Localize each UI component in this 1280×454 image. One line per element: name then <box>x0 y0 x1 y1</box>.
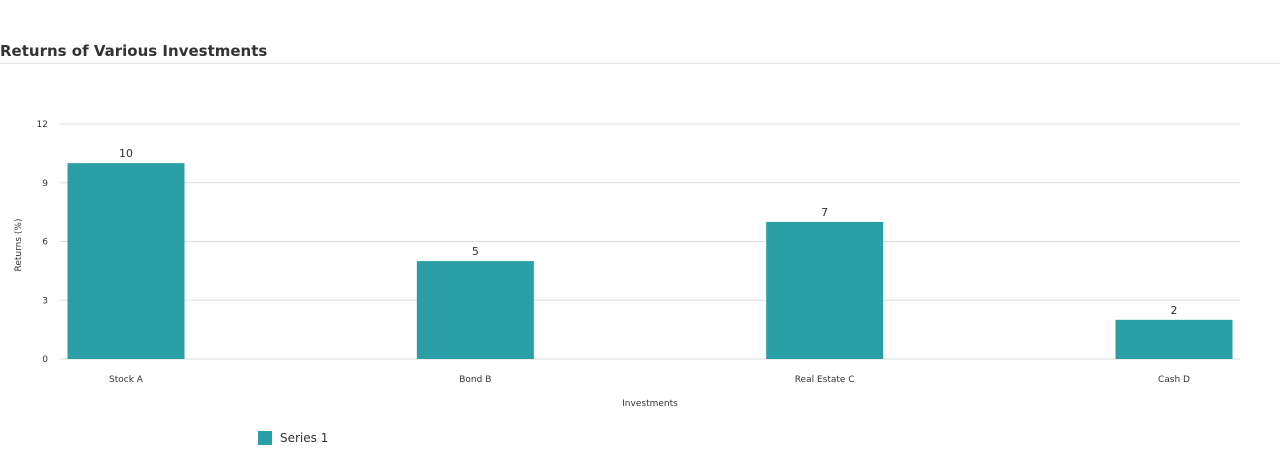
bar <box>1115 319 1233 359</box>
legend[interactable]: Series 1 <box>258 431 328 445</box>
data-label: 10 <box>119 147 133 160</box>
legend-label: Series 1 <box>280 431 329 445</box>
data-label: 7 <box>821 206 828 219</box>
x-tick-label: Cash D <box>1158 375 1190 385</box>
x-tick-label: Stock A <box>109 375 144 385</box>
x-tick-label: Real Estate C <box>795 375 855 385</box>
y-tick-label: 9 <box>42 179 48 189</box>
bar <box>67 163 185 359</box>
bar <box>416 261 534 359</box>
y-tick-label: 12 <box>37 120 48 130</box>
chart-title: Returns of Various Investments <box>0 42 268 60</box>
data-label: 2 <box>1171 304 1178 317</box>
y-tick-label: 6 <box>42 238 48 248</box>
y-axis-title: Returns (%) <box>14 219 24 272</box>
x-axis-title: Investments <box>622 399 678 409</box>
y-tick-label: 0 <box>42 355 48 365</box>
data-label: 5 <box>472 245 479 258</box>
y-tick-label: 3 <box>42 296 48 306</box>
legend-swatch <box>258 431 272 445</box>
bar <box>766 221 884 359</box>
title-divider <box>0 63 1280 64</box>
x-tick-label: Bond B <box>459 375 491 385</box>
